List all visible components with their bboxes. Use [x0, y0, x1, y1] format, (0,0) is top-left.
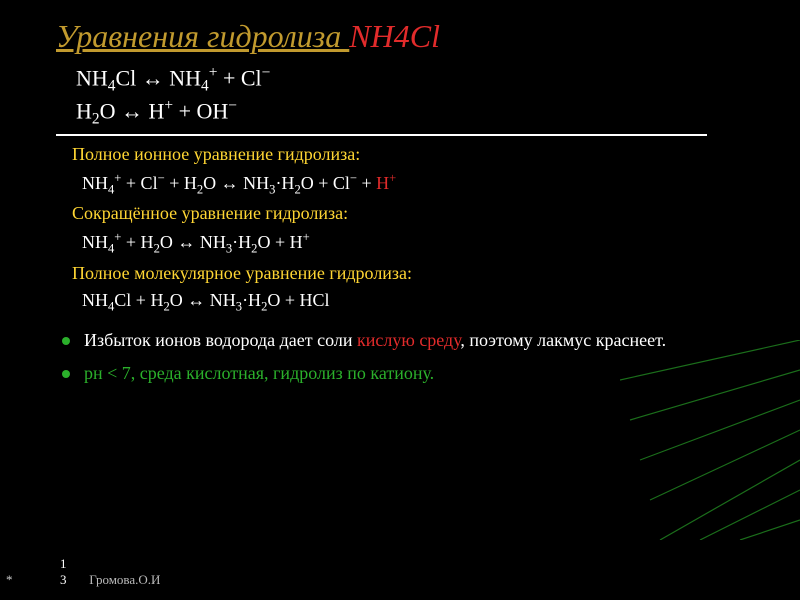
short-ionic-label: Сокращённое уравнение гидролиза: — [72, 203, 764, 224]
bullet-item: Избыток ионов водорода дает соли кислую … — [62, 329, 764, 352]
divider — [56, 134, 707, 136]
bullet-text: pн < 7, среда кислотная, гидролиз по кат… — [84, 362, 434, 385]
slide-title: Уравнения гидролиза NH4Cl — [56, 18, 764, 55]
page-number-1: 1 — [60, 556, 67, 571]
full-ionic-label: Полное ионное уравнение гидролиза: — [72, 144, 764, 165]
bullet-list: Избыток ионов водорода дает соли кислую … — [62, 329, 764, 386]
page-number: 1 3 — [60, 556, 86, 588]
title-part2: NH4Cl — [349, 18, 440, 54]
full-ionic-equation: NH4+ + Cl− + H2O ↔ NH3·H2O + Cl− + H+ — [82, 171, 764, 198]
dissociation-line-2: H2O ↔ H+ + OH− — [76, 96, 764, 129]
footer: * 1 3 Громова.О.И — [60, 556, 160, 588]
bullet-item: pн < 7, среда кислотная, гидролиз по кат… — [62, 362, 764, 385]
bullet-dot-icon — [62, 370, 70, 378]
dissociation-line-1: NH4Cl ↔ NH4+ + Cl− — [76, 63, 764, 96]
molecular-label: Полное молекулярное уравнение гидролиза: — [72, 263, 764, 284]
author-name: Громова.О.И — [89, 572, 160, 587]
bullet-dot-icon — [62, 337, 70, 345]
molecular-equation: NH4Cl + H2O ↔ NH3·H2O + HCl — [82, 290, 764, 315]
slide: Уравнения гидролиза NH4Cl NH4Cl ↔ NH4+ +… — [0, 0, 800, 600]
title-part1: Уравнения гидролиза — [56, 18, 349, 54]
page-number-2: 3 — [60, 572, 67, 587]
footer-star: * — [6, 572, 13, 588]
bullet-text: Избыток ионов водорода дает соли кислую … — [84, 329, 666, 352]
short-ionic-equation: NH4+ + H2O ↔ NH3·H2O + H+ — [82, 230, 764, 257]
